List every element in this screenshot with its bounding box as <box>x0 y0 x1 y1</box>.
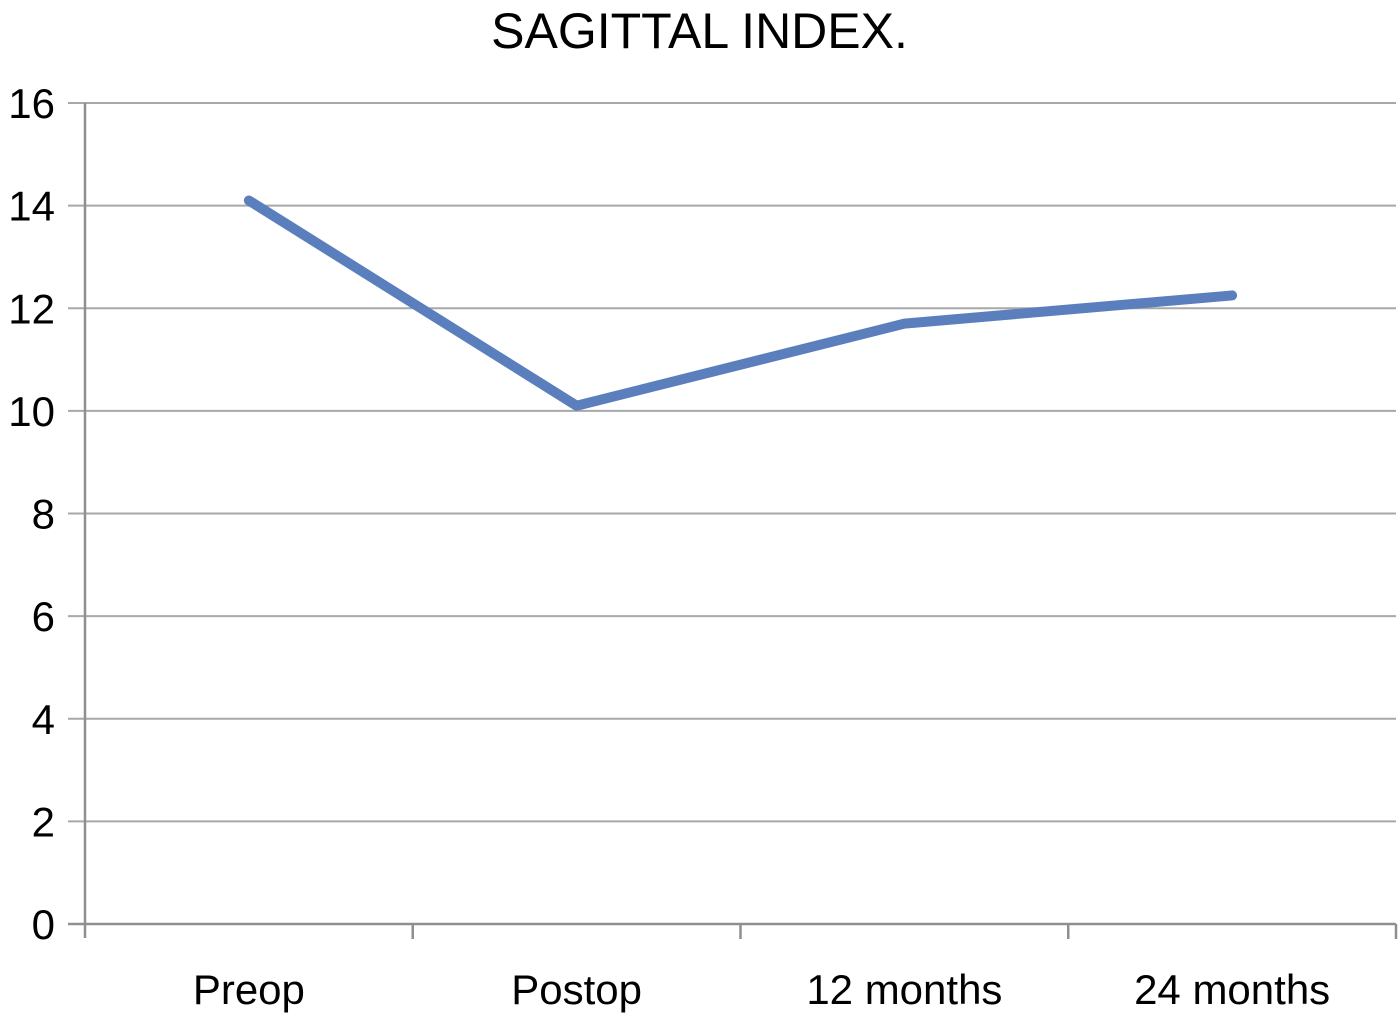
y-tick-label: 2 <box>32 798 55 845</box>
y-tick-label: 8 <box>32 491 55 538</box>
y-tick-label: 10 <box>8 388 55 435</box>
y-tick-label: 0 <box>32 901 55 948</box>
y-tick-label: 6 <box>32 593 55 640</box>
y-tick-label: 14 <box>8 183 55 230</box>
data-line <box>243 195 1238 411</box>
y-tick-label: 16 <box>8 80 55 127</box>
y-tick-label: 4 <box>32 696 55 743</box>
y-tick-label: 12 <box>8 285 55 332</box>
x-category-label: Postop <box>511 966 642 1013</box>
x-category-label: 24 months <box>1134 966 1330 1013</box>
chart-title: SAGITTAL INDEX. <box>491 3 908 59</box>
x-category-label: Preop <box>193 966 305 1013</box>
x-category-label: 12 months <box>806 966 1002 1013</box>
